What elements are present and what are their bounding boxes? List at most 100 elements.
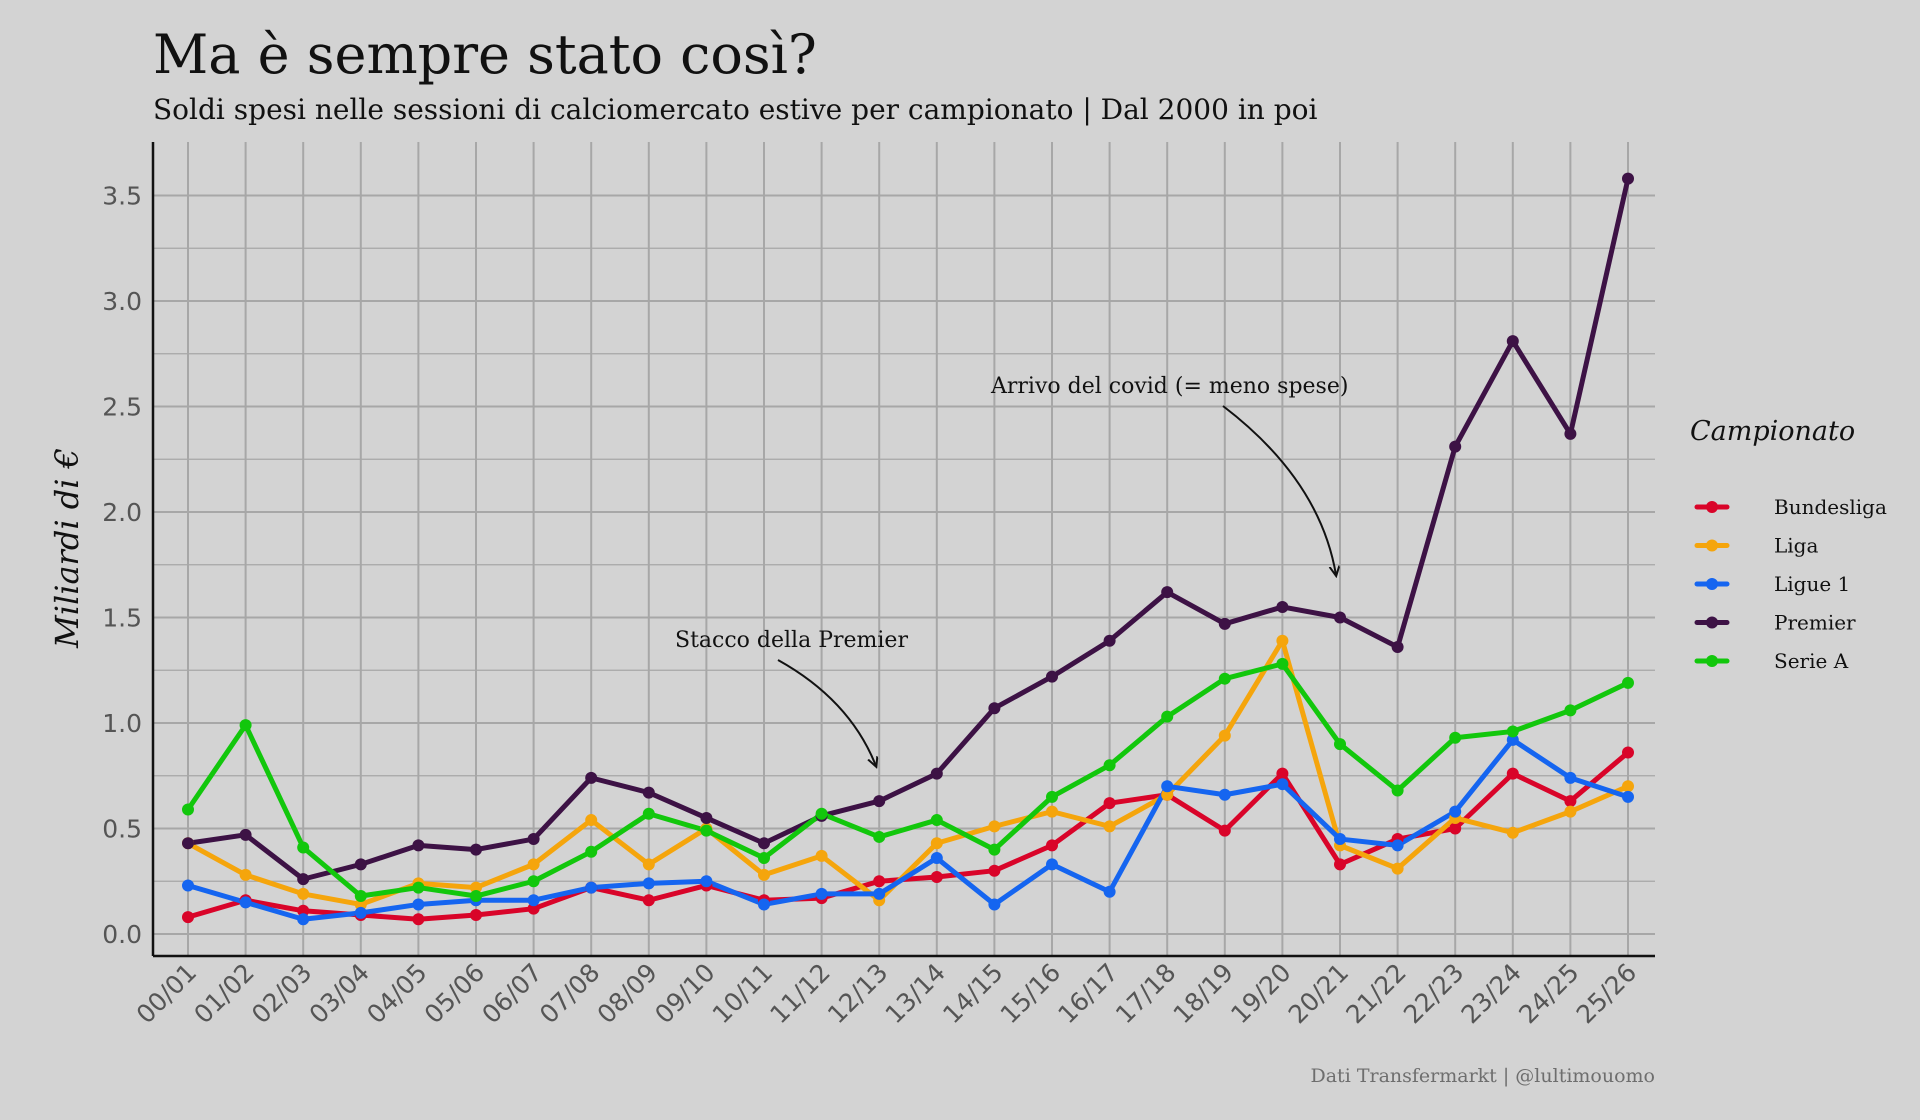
data-point-bundesliga [182, 911, 194, 924]
y-tick-label: 1.5 [102, 604, 142, 633]
data-point-serie-a [527, 875, 540, 888]
data-point-ligue-1 [1506, 733, 1519, 746]
x-tick-label: 04/05 [361, 958, 432, 1029]
data-point-premier [1046, 670, 1058, 683]
x-tick-label: 18/19 [1168, 958, 1239, 1029]
data-point-premier [470, 843, 482, 856]
data-point-liga [239, 868, 252, 881]
data-point-premier [758, 837, 770, 850]
legend-entry: Serie A [1774, 649, 1849, 673]
data-point-premier [585, 771, 598, 784]
data-point-liga [1564, 805, 1577, 818]
data-point-bundesliga [1564, 795, 1577, 808]
data-point-premier [1218, 617, 1231, 630]
annotation-arrow-covid [1222, 405, 1336, 575]
data-point-serie-a [1218, 672, 1231, 685]
data-point-premier [1103, 634, 1116, 647]
data-point-premier [297, 873, 310, 886]
legend-swatch-dot [1706, 616, 1718, 629]
data-point-premier [1506, 335, 1519, 348]
data-point-serie-a [642, 807, 655, 820]
series-line-premier [185, 176, 1631, 882]
data-point-ligue-1 [297, 913, 310, 926]
data-point-bundesliga [873, 875, 886, 888]
data-point-premier [412, 839, 425, 852]
data-point-liga [815, 849, 828, 862]
data-point-liga [585, 814, 598, 827]
x-tick-label: 22/23 [1398, 958, 1469, 1029]
legend-entry: Ligue 1 [1774, 572, 1850, 596]
legend-swatch-dot [1706, 501, 1718, 513]
data-point-bundesliga [412, 913, 425, 926]
x-tick-label: 11/12 [764, 958, 835, 1029]
data-point-serie-a [1622, 676, 1634, 689]
x-tick-label: 17/18 [1110, 958, 1181, 1029]
x-tick-label: 05/06 [419, 958, 490, 1029]
data-point-premier [1564, 427, 1577, 440]
data-point-serie-a [354, 890, 367, 903]
data-point-premier [1161, 586, 1174, 599]
data-point-ligue-1 [988, 898, 1001, 911]
data-point-ligue-1 [182, 879, 194, 892]
data-point-serie-a [1161, 710, 1174, 723]
data-point-liga [354, 898, 367, 911]
data-point-serie-a [700, 824, 713, 837]
data-point-bundesliga [1046, 839, 1058, 852]
x-tick-label: 00/01 [131, 958, 202, 1029]
legend-swatch-dot [1706, 578, 1718, 590]
series-line-serie-a [185, 661, 1631, 899]
data-point-ligue-1 [1161, 780, 1174, 793]
data-point-bundesliga [527, 902, 540, 915]
data-point-serie-a [988, 843, 1001, 856]
data-point-serie-a [585, 845, 598, 858]
x-tick-label: 21/22 [1340, 958, 1411, 1029]
data-point-serie-a [1391, 784, 1404, 797]
chart-title: Ma è sempre stato così? [153, 23, 817, 86]
data-point-bundesliga [470, 909, 482, 922]
data-point-liga [1161, 788, 1174, 801]
data-point-bundesliga [1276, 767, 1289, 780]
data-point-bundesliga [1622, 746, 1634, 759]
data-point-liga [642, 858, 655, 871]
data-point-ligue-1 [758, 898, 770, 911]
data-point-bundesliga [1449, 822, 1462, 835]
data-point-serie-a [930, 814, 943, 827]
data-point-serie-a [1449, 731, 1462, 744]
data-point-liga [1046, 805, 1058, 818]
x-tick-label: 10/11 [707, 958, 778, 1029]
legend-title: Campionato [1690, 416, 1855, 447]
data-point-serie-a [1334, 738, 1346, 751]
legend-swatch-dot [1706, 655, 1718, 667]
y-tick-label: 3.0 [102, 287, 142, 316]
data-point-serie-a [182, 803, 194, 816]
data-point-ligue-1 [1564, 771, 1577, 784]
data-point-bundesliga [297, 904, 310, 917]
x-tick-label: 14/15 [937, 958, 1008, 1029]
x-tick-label: 15/16 [995, 958, 1066, 1029]
data-point-premier [1391, 641, 1404, 654]
source-caption: Dati Transfermarkt | @lultimouomo [1310, 1065, 1656, 1087]
data-point-ligue-1 [527, 894, 540, 907]
y-tick-label: 3.5 [102, 182, 142, 211]
data-point-liga [527, 858, 540, 871]
data-point-liga [758, 868, 770, 881]
y-tick-label: 0.5 [102, 815, 142, 844]
data-point-premier [527, 833, 540, 846]
data-point-premier [1334, 611, 1346, 624]
data-point-serie-a [297, 841, 310, 854]
data-point-liga [1506, 826, 1519, 839]
data-point-serie-a [758, 852, 770, 865]
x-tick-label: 12/13 [822, 958, 893, 1029]
x-tick-label: 03/04 [304, 958, 375, 1029]
x-tick-label: 19/20 [1225, 958, 1296, 1029]
x-tick-label: 25/26 [1571, 958, 1642, 1029]
data-point-premier [182, 837, 194, 850]
series-line-ligue-1 [185, 737, 1631, 922]
data-point-serie-a [1564, 704, 1577, 717]
data-point-bundesliga [930, 871, 943, 884]
data-point-liga [297, 887, 310, 900]
x-tick-label: 20/21 [1283, 958, 1354, 1029]
data-point-premier [988, 702, 1001, 715]
x-tick-label: 09/10 [649, 958, 720, 1029]
